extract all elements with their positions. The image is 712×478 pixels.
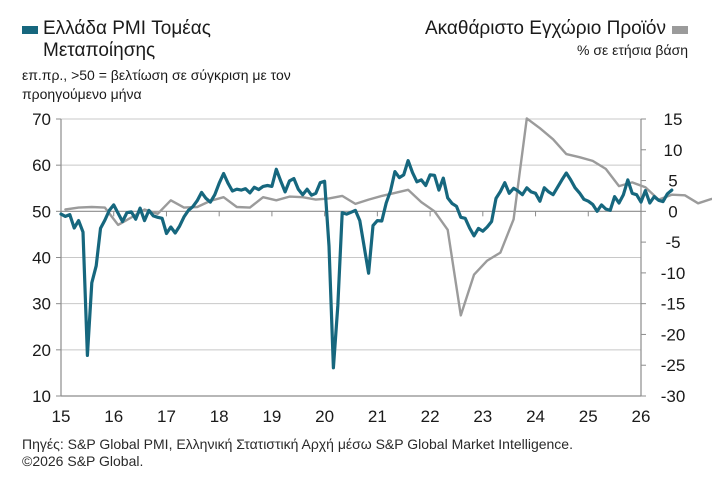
right-tick-label: 5: [668, 172, 677, 191]
left-tick-label: 30: [32, 295, 51, 314]
pmi-legend-subtitle: επ.πρ., >50 = βελτίωση σε σύγκριση με το…: [22, 66, 382, 104]
gdp-legend-title: Ακαθάριστο Εγχώριο Προϊόν: [424, 18, 666, 39]
legend-gdp: Ακαθάριστο Εγχώριο Προϊόν % σε ετήσια βά…: [425, 18, 688, 60]
left-tick-label: 20: [32, 341, 51, 360]
x-tick-label: 21: [368, 407, 387, 426]
x-tick-label: 17: [157, 407, 176, 426]
x-tick-label: 15: [52, 407, 71, 426]
pmi-legend-swatch: [22, 26, 38, 34]
copyright-line: ©2026 S&P Global.: [22, 453, 144, 469]
x-tick-label: 25: [579, 407, 598, 426]
x-tick-label: 23: [473, 407, 492, 426]
x-tick-label: 22: [421, 407, 440, 426]
pmi-subtitle-line2: προηγούμενο μήνα: [22, 86, 142, 102]
series-lines: [59, 117, 712, 370]
right-tick-label: 0: [668, 202, 677, 221]
x-tick-label: 19: [262, 407, 281, 426]
pmi-line: [59, 159, 674, 370]
right-tick-label: -25: [661, 356, 686, 375]
right-tick-label: 15: [664, 110, 683, 129]
pmi-legend-title-line2: Μεταποίησης: [43, 40, 156, 61]
left-tick-label: 50: [32, 202, 51, 221]
x-tick-label: 20: [315, 407, 334, 426]
left-tick-label: 10: [32, 387, 51, 406]
right-tick-label: 10: [664, 141, 683, 160]
gdp-line: [64, 117, 712, 317]
left-tick-label: 70: [32, 110, 51, 129]
left-tick-label: 40: [32, 249, 51, 268]
gdp-legend-subtitle: % σε ετήσια βάση: [577, 42, 688, 58]
right-tick-label: -30: [661, 387, 686, 406]
pmi-legend-title: Ελλάδα PMI Τομέας: [43, 18, 211, 39]
x-tick-label: 24: [526, 407, 545, 426]
source-note: Πηγές: S&P Global PMI, Ελληνική Στατιστι…: [22, 436, 573, 470]
right-tick-label: -5: [665, 233, 680, 252]
x-tick-label: 18: [210, 407, 229, 426]
gdp-legend-swatch: [672, 26, 688, 34]
right-tick-label: -15: [661, 295, 686, 314]
left-tick-label: 60: [32, 156, 51, 175]
gridlines: [61, 118, 641, 351]
legend-pmi: Ελλάδα PMI Τομέας Μεταποίησης: [22, 18, 211, 62]
x-tick-label: 16: [104, 407, 123, 426]
x-tick-label: 26: [632, 407, 651, 426]
right-tick-label: -20: [661, 325, 686, 344]
pmi-subtitle-line1: επ.πρ., >50 = βελτίωση σε σύγκριση με το…: [22, 67, 291, 83]
source-line: Πηγές: S&P Global PMI, Ελληνική Στατιστι…: [22, 436, 573, 452]
right-tick-label: -10: [661, 264, 686, 283]
